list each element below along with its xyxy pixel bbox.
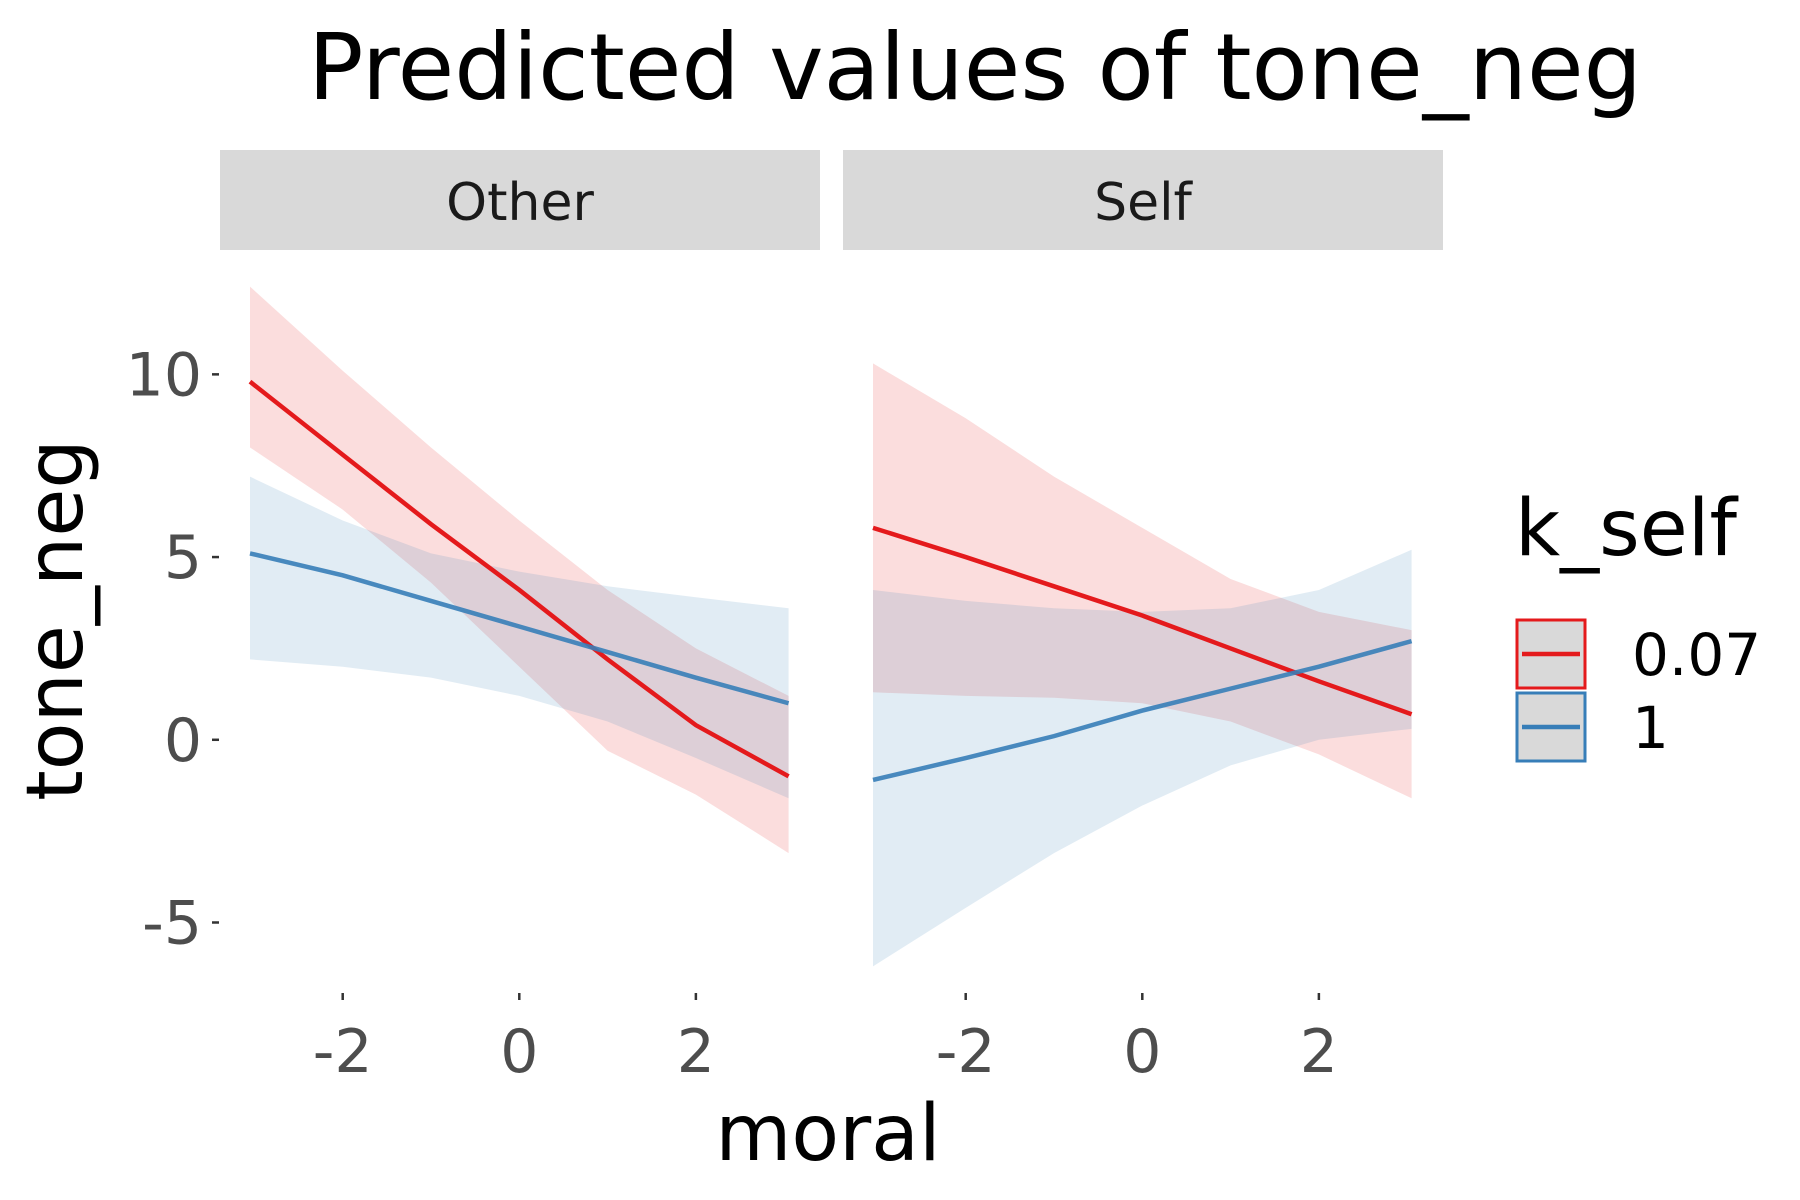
y-tick-label: 0 (164, 706, 202, 776)
x-tick-label: -2 (313, 1017, 373, 1087)
chart-title: Predicted values of tone_neg (308, 14, 1642, 121)
legend-key (1515, 618, 1587, 690)
legend-title: k_self (1515, 484, 1738, 574)
x-axis-title: moral (715, 1089, 940, 1179)
y-tick-label: 10 (126, 340, 202, 410)
facet-strip (220, 150, 820, 250)
series-line-k-self-1 (249, 551, 790, 706)
panel-other: Other -2 0 2 (220, 150, 820, 1087)
y-axis: -5 0 5 10 (126, 340, 219, 958)
series-line-k-self-0-07 (248, 379, 790, 779)
legend: k_self 0.071 (1515, 484, 1761, 763)
legend-key (1515, 691, 1587, 763)
ci-ribbon-k-self-1 (873, 549, 1412, 967)
panels: -5 0 5 10 Other -2 0 2 Self -2 0 2 (126, 150, 1443, 1087)
series-line-k-self-0-07 (872, 525, 1413, 717)
ci-ribbon-k-self-0-07 (250, 286, 789, 854)
x-tick-label: -2 (936, 1017, 996, 1087)
y-axis-title: tone_neg (11, 439, 101, 801)
facet-strip-label: Other (446, 173, 594, 233)
x-tick-label: 0 (1123, 1017, 1161, 1087)
series-line-k-self-1 (872, 638, 1413, 783)
ci-ribbon-k-self-1 (250, 476, 789, 799)
x-tick-label: 2 (1300, 1017, 1338, 1087)
facet-strip (843, 150, 1443, 250)
panel-self: Self -2 0 2 (843, 150, 1443, 1087)
legend-label: 1 (1632, 694, 1669, 762)
x-tick-label: 0 (500, 1017, 538, 1087)
facet-strip-label: Self (1094, 173, 1193, 233)
ci-ribbon-k-self-0-07 (873, 363, 1412, 799)
x-tick-label: 2 (677, 1017, 715, 1087)
y-tick-label: -5 (142, 888, 202, 958)
legend-label: 0.07 (1632, 621, 1761, 689)
y-tick-label: 5 (164, 523, 202, 593)
